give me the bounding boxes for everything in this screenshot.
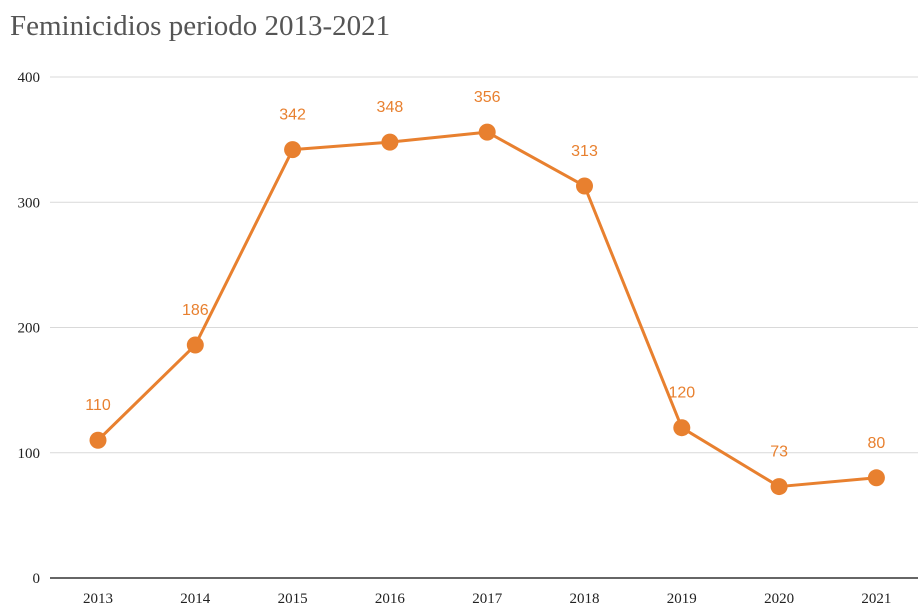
data-point <box>867 469 885 487</box>
data-label: 313 <box>571 143 598 160</box>
x-tick-label: 2014 <box>180 591 211 605</box>
data-label: 110 <box>85 397 111 414</box>
x-tick-label: 2021 <box>861 591 891 605</box>
x-tick-label: 2017 <box>472 591 503 605</box>
data-labels: 110 186 342 348 356 313 120 73 80 <box>85 89 885 460</box>
data-point <box>576 177 593 195</box>
data-point <box>284 141 302 159</box>
data-point <box>770 478 788 496</box>
data-points <box>89 123 885 496</box>
chart-title: Feminicidios periodo 2013-2021 <box>10 10 391 42</box>
data-point <box>673 419 691 437</box>
y-axis-ticks: 0 100 200 300 400 <box>18 70 41 587</box>
data-label: 80 <box>868 435 886 452</box>
x-tick-label: 2016 <box>375 591 406 605</box>
series-line <box>96 130 877 489</box>
data-label: 186 <box>182 302 209 319</box>
data-label: 342 <box>279 107 306 124</box>
y-tick-label: 0 <box>33 571 41 587</box>
x-tick-label: 2013 <box>83 591 113 605</box>
y-tick-label: 400 <box>18 70 41 86</box>
x-axis-ticks: 2013 2014 2015 2016 2017 2018 2019 2020 2021 <box>83 591 891 605</box>
x-tick-label: 2020 <box>764 591 794 605</box>
x-tick-label: 2019 <box>667 591 697 605</box>
data-label: 120 <box>668 385 695 402</box>
data-point <box>478 123 496 141</box>
data-label: 356 <box>474 89 501 106</box>
data-point <box>89 431 107 449</box>
data-point <box>381 133 399 151</box>
y-tick-label: 100 <box>18 446 41 462</box>
gridlines <box>50 76 918 579</box>
data-label: 348 <box>377 99 404 116</box>
x-tick-label: 2018 <box>570 591 600 605</box>
x-tick-label: 2015 <box>278 591 308 605</box>
data-point <box>186 336 204 354</box>
data-label: 73 <box>770 444 788 461</box>
y-tick-label: 300 <box>18 195 41 211</box>
y-tick-label: 200 <box>18 321 41 337</box>
